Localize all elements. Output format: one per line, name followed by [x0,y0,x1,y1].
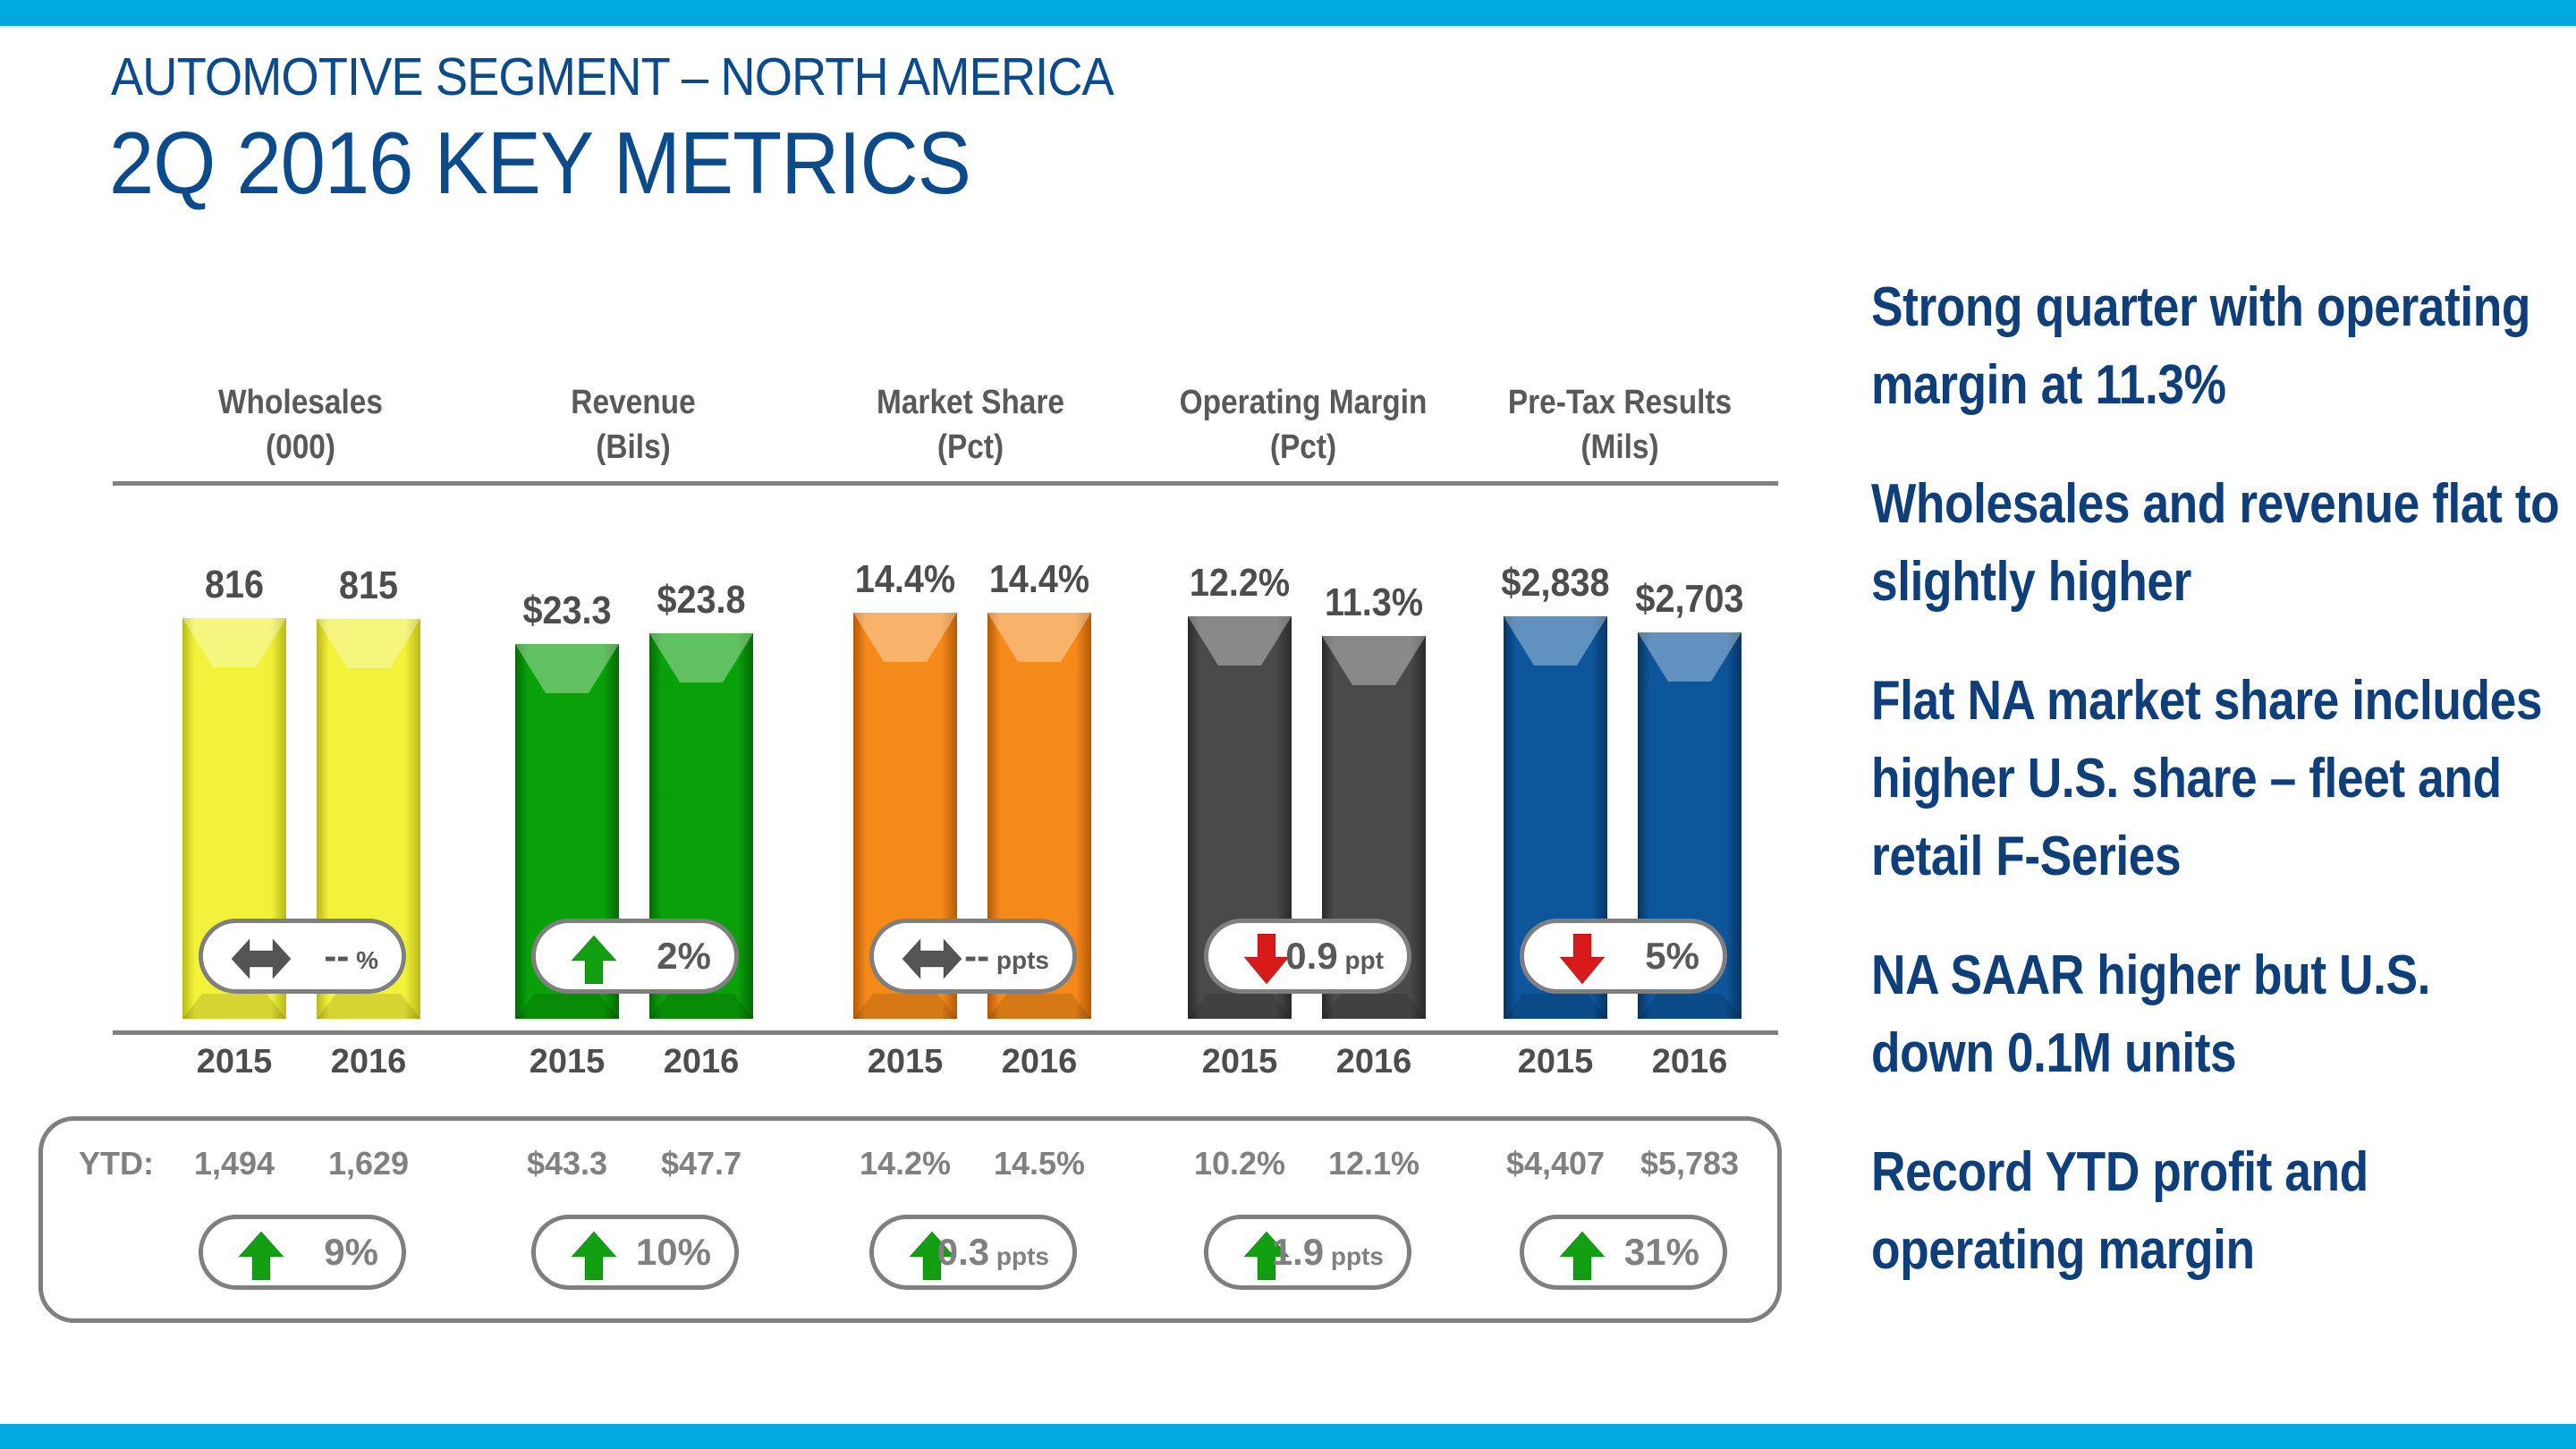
metric-unit: (Bils) [596,428,671,466]
change-unit: ppts [989,946,1049,974]
metric-unit: (Mils) [1580,428,1659,466]
bar-value-label: $23.8 [657,578,746,622]
key-point: Strong quarter with operating margin at … [1871,276,2530,416]
ytd-value: 1,629 [327,1145,410,1182]
metric-header: Wholesales (000) [166,380,434,470]
bar-value-label: 12.2% [1189,561,1291,605]
ytd-value: $43.3 [526,1145,608,1182]
ytd-value: $47.7 [660,1145,742,1182]
key-point: NA SAAR higher but U.S. down 0.1M units [1871,945,2431,1084]
change-unit: % [349,946,378,974]
change-unit: ppt [1337,946,1384,974]
page-title: 2Q 2016 KEY METRICS [109,114,971,212]
change-value: -- % [324,935,378,977]
change-value: 0.9 ppt [1285,935,1384,977]
change-unit: ppts [989,1242,1049,1270]
ytd-change-badge: 9% [199,1215,406,1290]
change-value: 2% [657,935,711,977]
top-accent-bar [0,0,2576,26]
arrow-down-icon [1551,933,1614,985]
metric-name: Pre-Tax Results [1507,384,1733,421]
arrow-left-right-icon [901,934,963,984]
bar-value-label: 14.4% [988,557,1090,601]
change-value: 31% [1623,1231,1699,1273]
bar-value-label: 11.3% [1324,580,1424,624]
arrow-up-icon [901,1230,963,1281]
year-label: 2015 [1201,1043,1278,1080]
bar-value-label: 815 [338,564,399,607]
header-divider [113,481,1778,486]
metric-header: Pre-Tax Results (Mils) [1486,380,1753,470]
ytd-value: 14.5% [993,1145,1086,1182]
arrow-up-icon [1235,1230,1298,1281]
arrow-up-icon [563,1230,625,1281]
change-value: 0.3 ppts [936,1231,1049,1273]
metric-name: Revenue [571,384,696,421]
metric-header: Revenue (Bils) [499,380,767,470]
key-point: Flat NA market share includes higher U.S… [1871,670,2543,887]
bottom-accent-bar [0,1424,2576,1449]
quarter-change-badge: 2% [531,919,739,994]
metric-name: Operating Margin [1179,384,1428,421]
quarter-change-badge: 5% [1520,919,1727,994]
metric-unit: (Pct) [936,428,1004,466]
ytd-value: $4,407 [1505,1145,1606,1182]
ytd-change-badge: 31% [1520,1215,1727,1290]
bar-value-label: $2,703 [1635,577,1744,621]
bar-value-label: 816 [204,563,265,606]
metric-header: Operating Margin (Pct) [1169,380,1436,470]
metric-unit: (Pct) [1269,428,1337,466]
year-label: 2015 [196,1043,273,1080]
quarter-change-badge: 0.9 ppt [1204,919,1411,994]
metric-unit: (000) [265,428,336,466]
arrow-down-icon [1235,933,1298,985]
key-point: Record YTD profit and operating margin [1871,1141,2368,1281]
change-value: 5% [1645,935,1699,977]
arrow-up-icon [230,1230,292,1281]
arrow-up-icon [1551,1230,1614,1281]
change-value: 9% [324,1231,378,1273]
year-label: 2016 [1651,1043,1728,1080]
arrow-up-icon [563,934,625,985]
ytd-change-badge: 10% [531,1215,739,1290]
year-label: 2015 [529,1043,606,1080]
change-value: 1.9 ppts [1271,1231,1384,1273]
metric-name: Wholesales [217,384,383,421]
bar-value-label: $23.3 [522,589,612,632]
year-label: 2016 [663,1043,740,1080]
year-label: 2016 [330,1043,407,1080]
year-label: 2015 [867,1043,944,1080]
metric-name: Market Share [876,384,1065,421]
year-label: 2016 [1001,1043,1078,1080]
ytd-change-badge: 0.3 ppts [869,1215,1077,1290]
ytd-value: 10.2% [1193,1145,1286,1182]
page-subtitle: AUTOMOTIVE SEGMENT – NORTH AMERICA [111,47,1114,106]
year-label: 2016 [1335,1043,1412,1080]
year-label: 2015 [1517,1043,1594,1080]
baseline-divider [113,1030,1778,1035]
bar-value-label: $2,838 [1501,561,1610,605]
ytd-value: 12.1% [1327,1145,1420,1182]
metric-header: Market Share (Pct) [836,380,1104,470]
change-value: 10% [635,1231,711,1273]
ytd-value: $5,783 [1640,1145,1740,1182]
ytd-value: 1,494 [193,1145,275,1182]
change-unit: ppts [1324,1242,1384,1270]
quarter-change-badge: -- % [199,919,406,994]
key-points-list: Strong quarter with operating margin at … [1871,268,2569,1330]
ytd-value: 14.2% [859,1145,952,1182]
ytd-summary-box [38,1116,1782,1323]
ytd-label: YTD: [79,1145,154,1182]
ytd-change-badge: 1.9 ppts [1204,1215,1411,1290]
key-point: Wholesales and revenue flat to slightly … [1871,473,2560,613]
bar-value-label: 14.4% [854,557,956,601]
arrow-left-right-icon [230,934,292,984]
change-value: -- ppts [964,935,1049,977]
quarter-change-badge: -- ppts [869,919,1077,994]
